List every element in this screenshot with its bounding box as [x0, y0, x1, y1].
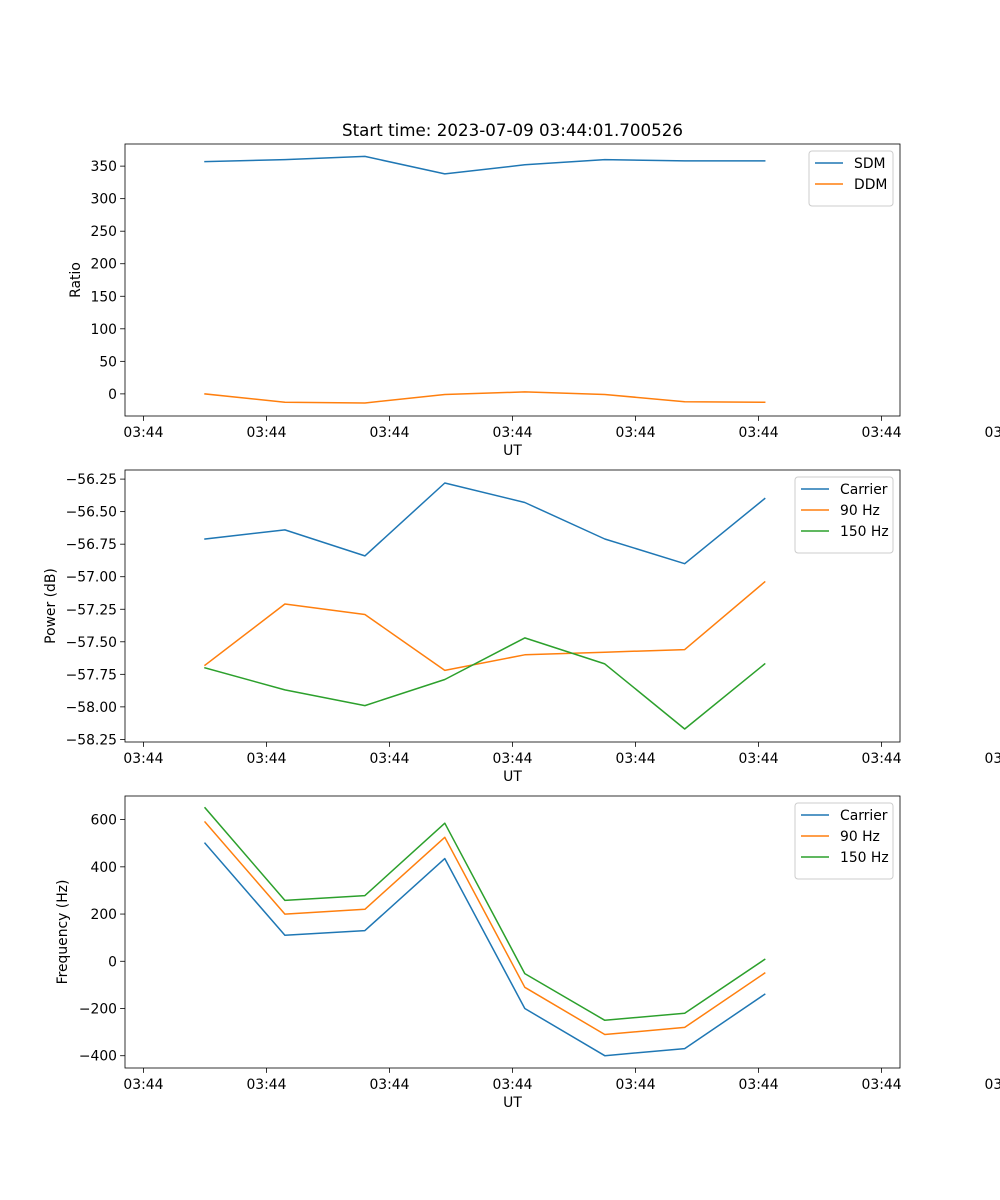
- series-line-150-hz: [204, 637, 766, 730]
- x-tick-label: 03:45: [985, 425, 1000, 441]
- x-axis-label: UT: [503, 1095, 522, 1111]
- y-tick-label: 150: [90, 289, 117, 305]
- x-tick-label: 03:44: [369, 1077, 409, 1093]
- series-lines: [204, 155, 766, 404]
- y-tick-label: −57.25: [66, 602, 117, 618]
- x-tick-label: 03:44: [862, 1077, 902, 1093]
- legend-label: Carrier: [840, 482, 888, 498]
- x-tick-label: 03:45: [985, 751, 1000, 767]
- y-tick-label: −400: [79, 1049, 117, 1065]
- x-tick-label: 03:44: [739, 1077, 779, 1093]
- chart-panel-1: 03:44 03:44 03:44 03:44 03:44 03:44 03:44 03:45…: [68, 120, 1000, 459]
- x-axis-label: UT: [503, 769, 522, 785]
- x-tick-label: 03:45: [985, 1077, 1000, 1093]
- x-tick-label: 03:44: [492, 751, 532, 767]
- x-axis-label: UT: [503, 443, 522, 459]
- legend-label: Carrier: [840, 808, 888, 824]
- legend-label: 150 Hz: [840, 524, 889, 540]
- y-tick-label: 600: [90, 813, 117, 829]
- chart-panel-2: 03:44 03:44 03:44 03:44 03:44 03:44 03:44 03:45…: [43, 469, 1000, 785]
- y-tick-label: −58.00: [66, 700, 117, 716]
- legend-box: [808, 150, 894, 207]
- x-tick-label: 03:44: [123, 1077, 163, 1093]
- y-tick-label: −58.25: [66, 732, 117, 748]
- x-tick-label: 03:44: [123, 751, 163, 767]
- legend-label: 90 Hz: [840, 503, 880, 519]
- legend: Carrier 90 Hz 150 Hz: [794, 802, 894, 880]
- series-line-carrier: [204, 482, 766, 565]
- x-tick-label: 03:44: [369, 425, 409, 441]
- y-axis-label: Ratio: [68, 262, 84, 298]
- x-tick-label: 03:44: [616, 1077, 656, 1093]
- x-tick-label: 03:44: [492, 425, 532, 441]
- legend-box: [794, 476, 894, 554]
- y-tick-label: 200: [90, 907, 117, 923]
- legend-label: 90 Hz: [840, 829, 880, 845]
- series-line-150-hz: [203, 806, 766, 1022]
- y-tick-label: −56.75: [66, 537, 117, 553]
- legend-label: SDM: [854, 156, 886, 172]
- y-tick-label: 50: [99, 354, 117, 370]
- x-tick-label: 03:44: [862, 425, 902, 441]
- x-tick-label: 03:44: [862, 751, 902, 767]
- y-tick-label: 400: [90, 860, 117, 876]
- y-tick-label: 0: [108, 387, 117, 403]
- chart-panel-3: 03:44 03:44 03:44 03:44 03:44 03:44 03:44 03:45…: [55, 795, 1000, 1111]
- x-tick-label: 03:44: [616, 425, 656, 441]
- y-tick-label: −56.50: [66, 505, 117, 521]
- legend: SDM DDM: [808, 150, 894, 207]
- y-tick-label: 0: [108, 954, 117, 970]
- x-tick-label: 03:44: [246, 751, 286, 767]
- y-tick-label: −57.00: [66, 570, 117, 586]
- x-tick-label: 03:44: [739, 425, 779, 441]
- x-tick-label: 03:44: [492, 1077, 532, 1093]
- legend-label: DDM: [854, 177, 887, 193]
- y-tick-label: 350: [90, 159, 117, 175]
- y-axis-label: Frequency (Hz): [55, 880, 71, 985]
- series-lines: [203, 806, 766, 1057]
- x-tick-label: 03:44: [123, 425, 163, 441]
- legend-box: [794, 802, 894, 880]
- x-tick-label: 03:44: [739, 751, 779, 767]
- x-tick-label: 03:44: [616, 751, 656, 767]
- legend-label: 150 Hz: [840, 850, 889, 866]
- y-tick-label: −57.50: [66, 635, 117, 651]
- panels: 03:44 03:44 03:44 03:44 03:44 03:44 03:44 03:45…: [43, 120, 1000, 1111]
- legend: Carrier 90 Hz 150 Hz: [794, 476, 894, 554]
- x-tick-label: 03:44: [246, 1077, 286, 1093]
- chart-title: Start time: 2023-07-09 03:44:01.700526: [342, 120, 683, 140]
- y-tick-label: 300: [90, 192, 117, 208]
- y-tick-label: 250: [90, 224, 117, 240]
- series-line-ddm: [204, 391, 766, 404]
- y-tick-label: −57.75: [66, 667, 117, 683]
- y-tick-label: 200: [90, 257, 117, 273]
- y-axis-label: Power (dB): [43, 568, 59, 644]
- y-tick-label: −56.25: [66, 472, 117, 488]
- y-tick-label: 100: [90, 322, 117, 338]
- series-line-90-hz: [203, 820, 766, 1036]
- y-tick-label: −200: [79, 1002, 117, 1018]
- series-line-sdm: [204, 155, 766, 175]
- x-tick-label: 03:44: [369, 751, 409, 767]
- series-line-carrier: [203, 842, 766, 1057]
- series-line-90-hz: [203, 580, 766, 672]
- series-lines: [203, 482, 766, 730]
- x-tick-label: 03:44: [246, 425, 286, 441]
